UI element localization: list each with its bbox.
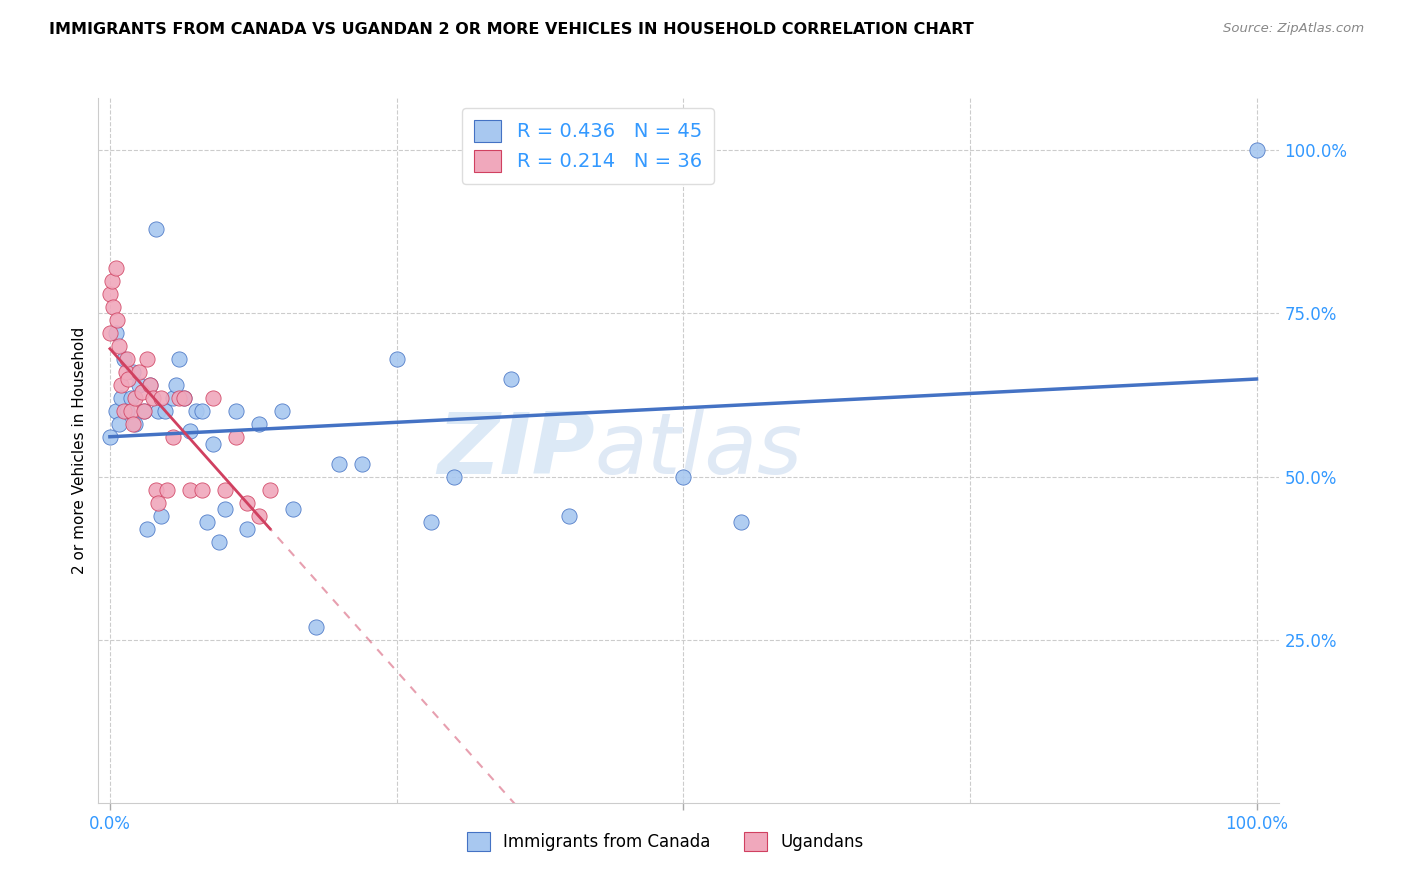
Point	[156, 483, 179, 497]
Point	[385, 352, 408, 367]
Point	[184, 404, 207, 418]
Point	[115, 365, 138, 379]
Point	[134, 404, 156, 418]
Point	[121, 365, 143, 379]
Point	[236, 496, 259, 510]
Point	[195, 515, 218, 529]
Point	[167, 391, 190, 405]
Point	[121, 417, 143, 432]
Point	[145, 483, 167, 497]
Point	[120, 391, 142, 405]
Point	[352, 457, 374, 471]
Text: Source: ZipAtlas.com: Source: ZipAtlas.com	[1223, 22, 1364, 36]
Point	[108, 417, 131, 432]
Point	[162, 430, 184, 444]
Point	[270, 404, 292, 418]
Y-axis label: 2 or more Vehicles in Household: 2 or more Vehicles in Household	[72, 326, 87, 574]
Text: ZIP: ZIP	[437, 409, 595, 492]
Point	[115, 352, 138, 367]
Point	[104, 326, 127, 340]
Point	[146, 404, 169, 418]
Point	[139, 378, 162, 392]
Point	[328, 457, 350, 471]
Point	[142, 391, 165, 405]
Point	[730, 515, 752, 529]
Point	[1246, 144, 1268, 158]
Point	[443, 469, 465, 483]
Point	[117, 372, 139, 386]
Point	[225, 430, 247, 444]
Point	[162, 391, 184, 405]
Point	[98, 430, 121, 444]
Point	[146, 496, 169, 510]
Point	[165, 378, 187, 392]
Point	[145, 221, 167, 235]
Point	[208, 534, 231, 549]
Point	[128, 365, 150, 379]
Point	[104, 404, 127, 418]
Point	[110, 391, 132, 405]
Point	[420, 515, 443, 529]
Point	[112, 404, 135, 418]
Point	[124, 417, 146, 432]
Point	[108, 339, 131, 353]
Point	[214, 502, 236, 516]
Point	[247, 417, 270, 432]
Legend: Immigrants from Canada, Ugandans: Immigrants from Canada, Ugandans	[460, 825, 870, 858]
Point	[131, 384, 153, 399]
Text: IMMIGRANTS FROM CANADA VS UGANDAN 2 OR MORE VEHICLES IN HOUSEHOLD CORRELATION CH: IMMIGRANTS FROM CANADA VS UGANDAN 2 OR M…	[49, 22, 974, 37]
Point	[128, 378, 150, 392]
Point	[120, 404, 142, 418]
Point	[101, 274, 124, 288]
Point	[190, 483, 212, 497]
Point	[501, 372, 523, 386]
Point	[153, 404, 176, 418]
Point	[150, 391, 173, 405]
Point	[202, 437, 225, 451]
Point	[135, 522, 157, 536]
Point	[305, 620, 328, 634]
Point	[173, 391, 195, 405]
Point	[98, 286, 121, 301]
Point	[135, 352, 157, 367]
Point	[167, 352, 190, 367]
Point	[105, 313, 128, 327]
Point	[98, 326, 121, 340]
Point	[110, 378, 132, 392]
Point	[214, 483, 236, 497]
Point	[115, 404, 138, 418]
Point	[672, 469, 695, 483]
Point	[124, 391, 146, 405]
Point	[179, 424, 201, 438]
Point	[190, 404, 212, 418]
Point	[173, 391, 195, 405]
Point	[225, 404, 247, 418]
Point	[179, 483, 201, 497]
Point	[259, 483, 281, 497]
Point	[202, 391, 225, 405]
Point	[247, 508, 270, 523]
Point	[134, 404, 156, 418]
Point	[236, 522, 259, 536]
Point	[150, 508, 173, 523]
Point	[283, 502, 305, 516]
Point	[112, 352, 135, 367]
Point	[139, 378, 162, 392]
Point	[103, 300, 125, 314]
Text: atlas: atlas	[595, 409, 803, 492]
Point	[104, 260, 127, 275]
Point	[557, 508, 579, 523]
